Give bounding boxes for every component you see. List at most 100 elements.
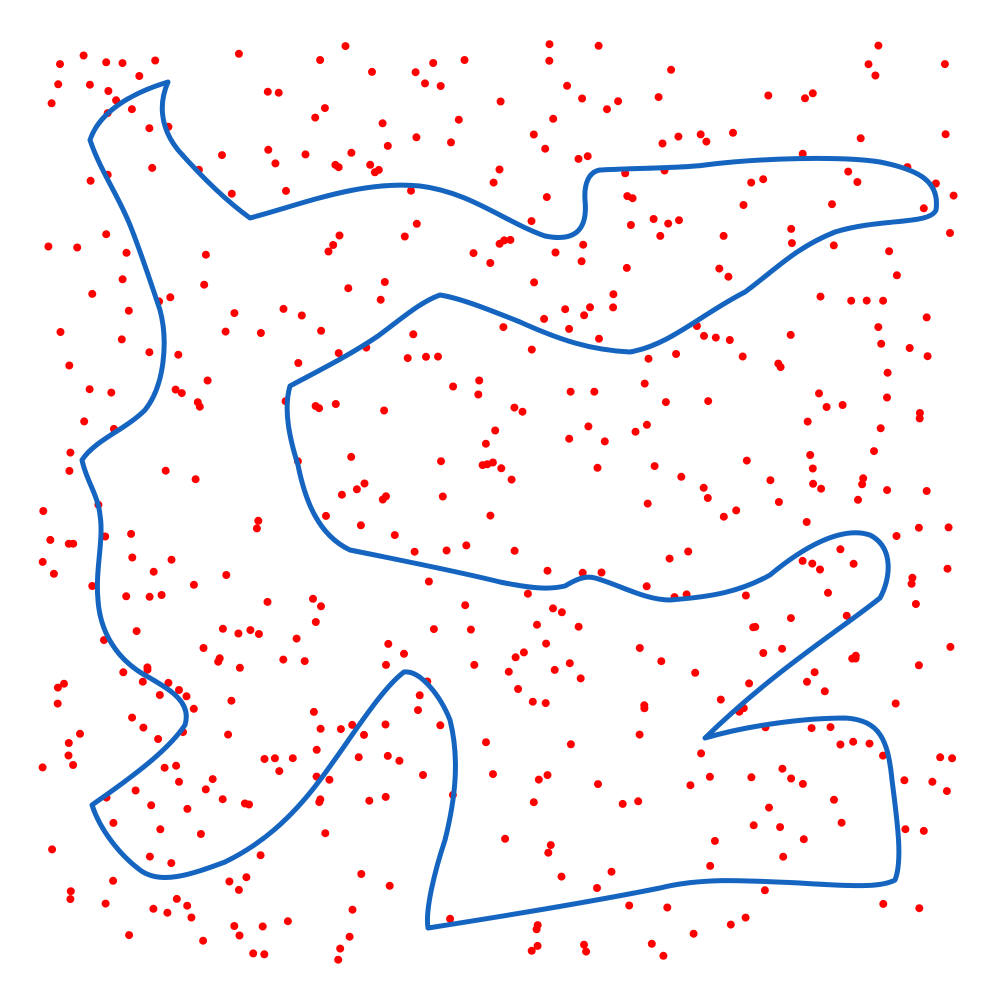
sample-point: [816, 292, 825, 301]
sample-point: [574, 622, 583, 631]
sample-point: [234, 629, 243, 638]
sample-point: [787, 774, 796, 783]
sample-point: [759, 649, 768, 657]
sample-point: [118, 59, 127, 68]
sample-point: [297, 311, 306, 320]
sample-point: [557, 608, 566, 617]
sample-point: [576, 674, 585, 683]
sample-point: [549, 604, 557, 613]
sample-point: [533, 941, 542, 950]
sample-point: [424, 577, 433, 586]
sample-point: [865, 739, 874, 748]
sample-point: [344, 284, 353, 293]
sample-point: [474, 390, 483, 399]
sample-point: [39, 507, 48, 515]
sample-point: [578, 568, 587, 577]
sample-point: [923, 352, 932, 361]
sample-point: [822, 403, 831, 411]
sample-point: [706, 861, 715, 870]
sample-point: [580, 311, 589, 320]
sample-point: [334, 955, 343, 964]
sample-point: [65, 466, 74, 475]
sample-point: [400, 232, 409, 241]
sample-point: [56, 60, 64, 69]
sample-point: [830, 795, 838, 804]
sample-point: [726, 920, 735, 929]
sample-point: [686, 781, 695, 790]
sample-point: [541, 699, 550, 708]
sample-point: [856, 134, 865, 143]
sample-point: [803, 677, 811, 686]
sample-point: [519, 648, 528, 657]
sample-point: [705, 772, 714, 781]
sample-point: [549, 114, 558, 123]
sample-point: [139, 723, 148, 732]
sample-point: [618, 799, 627, 808]
sample-point: [104, 87, 113, 95]
sample-point: [883, 486, 892, 495]
sample-point: [382, 660, 390, 669]
sample-point: [919, 826, 928, 835]
sample-point: [66, 887, 75, 896]
sample-point: [719, 231, 728, 240]
sample-point: [546, 841, 555, 850]
sample-point: [366, 160, 375, 169]
sample-point: [595, 334, 603, 343]
sample-point: [127, 105, 136, 114]
sample-point: [466, 625, 475, 634]
sample-point: [187, 913, 196, 922]
sample-point: [385, 881, 394, 890]
sample-point: [246, 626, 255, 635]
sample-point: [145, 124, 154, 133]
sample-point: [383, 141, 392, 150]
sample-point: [412, 133, 421, 142]
sample-point: [849, 559, 858, 568]
sample-point: [264, 145, 273, 154]
sample-point: [283, 917, 292, 926]
sample-point: [218, 795, 227, 804]
sample-point: [862, 296, 871, 305]
sample-point: [820, 687, 829, 696]
sample-point: [634, 797, 643, 806]
sample-point: [177, 389, 186, 398]
sample-point: [336, 944, 345, 953]
sample-point: [510, 403, 519, 412]
sample-point: [258, 922, 267, 931]
sample-point: [316, 56, 325, 64]
sample-point: [60, 679, 68, 688]
sample-point: [138, 677, 147, 686]
sample-point: [747, 178, 756, 187]
sample-point: [844, 167, 853, 176]
sample-point: [879, 899, 888, 908]
sample-point: [85, 385, 94, 394]
sample-point: [915, 904, 924, 913]
sample-point: [751, 622, 760, 631]
sample-point: [341, 42, 350, 51]
sample-point: [242, 873, 251, 882]
sample-point: [486, 511, 495, 520]
sample-point: [936, 753, 945, 762]
sample-point: [534, 775, 543, 784]
sample-point: [650, 462, 659, 471]
sample-point: [256, 851, 265, 860]
sample-point: [437, 457, 445, 466]
sample-point: [864, 60, 873, 69]
sample-point: [815, 389, 823, 398]
sample-point: [741, 913, 750, 922]
sample-point: [122, 248, 131, 257]
sample-point: [877, 339, 886, 348]
sample-point: [357, 870, 366, 878]
sample-point: [167, 859, 176, 868]
sample-point: [403, 354, 412, 363]
sample-point: [86, 176, 95, 185]
sample-point: [38, 763, 47, 772]
sample-point: [583, 152, 592, 161]
sample-point: [643, 499, 652, 508]
sample-point: [376, 295, 385, 304]
sample-point: [928, 777, 937, 786]
sample-point: [324, 247, 333, 256]
sample-point: [497, 464, 506, 473]
sample-point: [311, 113, 320, 122]
sample-point: [227, 696, 236, 705]
sample-point: [675, 216, 683, 225]
